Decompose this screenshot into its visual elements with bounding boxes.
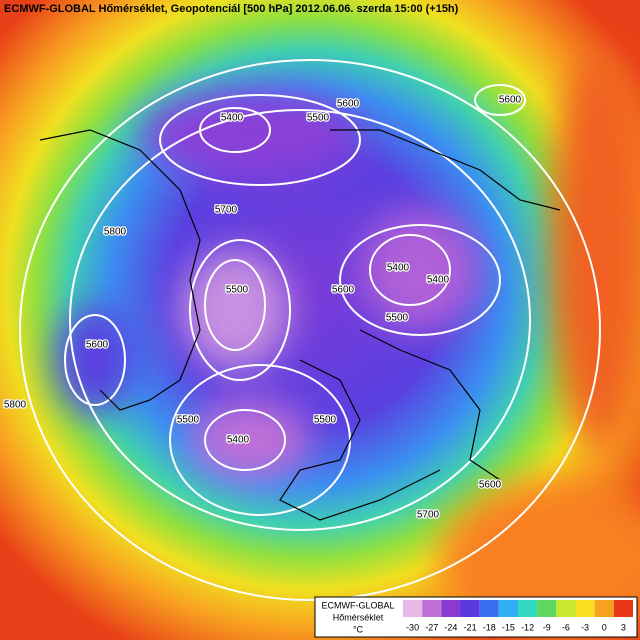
contour-label: 5700 bbox=[417, 510, 440, 521]
contour-label: 5400 bbox=[221, 113, 244, 124]
contour-label: 5800 bbox=[4, 400, 27, 411]
colorbar-tick-label: -24 bbox=[444, 622, 457, 632]
legend-source: ECMWF-GLOBAL bbox=[321, 600, 394, 610]
contour-label: 5800 bbox=[104, 227, 127, 238]
colorbar-swatch bbox=[422, 600, 442, 617]
colorbar-tick-label: -21 bbox=[464, 622, 477, 632]
colorbar-tick-label: 0 bbox=[602, 622, 607, 632]
colorbar-swatch bbox=[479, 600, 499, 617]
colorbar-swatch bbox=[556, 600, 576, 617]
contour-label: 5500 bbox=[386, 313, 409, 324]
colorbar-tick-label: -12 bbox=[521, 622, 534, 632]
legend-unit: °C bbox=[353, 624, 364, 634]
contour-label: 5400 bbox=[387, 263, 410, 274]
contour-label: 5500 bbox=[177, 415, 200, 426]
contour-label: 5700 bbox=[215, 205, 238, 216]
colorbar-tick-label: -6 bbox=[562, 622, 570, 632]
contour-label: 5400 bbox=[227, 435, 250, 446]
colorbar-swatch bbox=[594, 600, 614, 617]
colorbar-swatch bbox=[498, 600, 518, 617]
coastlines bbox=[39, 129, 561, 521]
colorbar-tick-label: -3 bbox=[581, 622, 589, 632]
legend-variable: Hőmérséklet bbox=[333, 612, 384, 622]
contour-label: 5400 bbox=[427, 275, 450, 286]
colorbar-tick-label: -9 bbox=[543, 622, 551, 632]
colorbar-tick-label: -15 bbox=[502, 622, 515, 632]
contour-label: 5600 bbox=[337, 99, 360, 110]
colorbar-tick-label: -18 bbox=[483, 622, 496, 632]
colorbar-tick-label: -27 bbox=[425, 622, 438, 632]
contour-label: 5500 bbox=[307, 113, 330, 124]
colorbar-swatch bbox=[441, 600, 461, 617]
colorbar-swatch bbox=[518, 600, 538, 617]
colorbar: -30 -27 -24 -21 -18 -15 -12 -9 -6 -3 0 3 bbox=[403, 600, 633, 632]
colorbar-swatch bbox=[537, 600, 557, 617]
title: ECMWF-GLOBAL Hőmérséklet, Geopotenciál [… bbox=[4, 3, 459, 15]
geopotential-contours bbox=[19, 59, 601, 601]
contour-label: 5600 bbox=[499, 95, 522, 106]
colorbar-tick-label: 3 bbox=[621, 622, 626, 632]
contour-label: 5500 bbox=[226, 285, 249, 296]
colorbar-swatch bbox=[575, 600, 595, 617]
contour-label: 5600 bbox=[332, 285, 355, 296]
colorbar-tick-label: -30 bbox=[406, 622, 419, 632]
contour-label: 5600 bbox=[479, 480, 502, 491]
contour-label: 5600 bbox=[86, 340, 109, 351]
legend: ECMWF-GLOBAL Hőmérséklet °C -30 -27 -24 -21… bbox=[314, 596, 638, 638]
contour-label: 5500 bbox=[314, 415, 337, 426]
colorbar-swatch bbox=[403, 600, 423, 617]
contour-labels: 5400 5500 5600 5600 5700 5800 5500 5600 5800 5500… bbox=[3, 93, 523, 522]
colorbar-swatch bbox=[460, 600, 480, 617]
colorbar-swatch bbox=[613, 600, 633, 617]
